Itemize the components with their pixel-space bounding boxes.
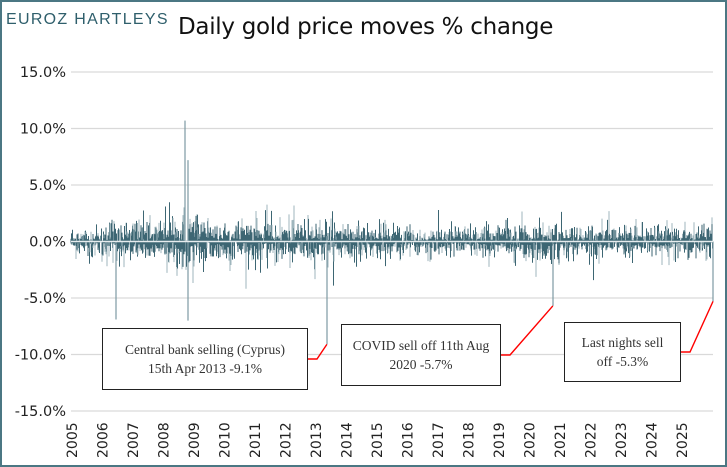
x-tick-label: 2022: [584, 422, 600, 458]
x-tick-label: 2019: [492, 422, 508, 458]
x-tick-label: 2009: [187, 422, 203, 458]
x-tick-label: 2025: [675, 422, 691, 458]
annotation-connector: [681, 301, 714, 353]
x-tick-label: 2021: [553, 422, 569, 458]
x-tick-label: 2015: [370, 422, 386, 458]
x-tick-label: 2018: [462, 422, 478, 458]
x-tick-label: 2024: [645, 422, 661, 458]
y-tick-label: -5.0%: [24, 291, 66, 307]
y-tick-label: 0.0%: [29, 235, 66, 251]
y-tick-label: 15.0%: [20, 65, 66, 81]
x-tick-label: 2016: [401, 422, 417, 458]
euroz-hartleys-logo: EUROZ HARTLEYS: [6, 11, 169, 28]
x-tick-label: 2010: [218, 422, 234, 458]
x-tick-label: 2012: [279, 422, 295, 458]
annotation-cyprus: Central bank selling (Cyprus) 15th Apr 2…: [102, 328, 308, 390]
x-tick-label: 2013: [309, 422, 325, 458]
x-tick-label: 2017: [431, 422, 447, 458]
x-tick-label: 2007: [126, 422, 142, 458]
annotation-last-night: Last nights sell off -5.3%: [564, 322, 681, 382]
x-tick-label: 2011: [248, 422, 264, 458]
x-tick-label: 2020: [523, 422, 539, 458]
annotation-covid: COVID sell off 11th Aug 2020 -5.7%: [341, 324, 501, 386]
y-tick-label: -10.0%: [15, 348, 66, 364]
y-tick-label: -15.0%: [15, 404, 66, 420]
y-tick-label: 5.0%: [29, 178, 66, 194]
x-tick-label: 2006: [96, 422, 112, 458]
x-tick-label: 2014: [340, 422, 356, 458]
x-tick-label: 2005: [65, 422, 81, 458]
x-tick-label: 2008: [157, 422, 173, 458]
x-tick-label: 2023: [614, 422, 630, 458]
y-tick-label: 10.0%: [20, 122, 66, 138]
annotation-connector: [501, 305, 554, 356]
annotation-connector: [308, 343, 328, 360]
chart-title: Daily gold price moves % change: [178, 14, 554, 40]
